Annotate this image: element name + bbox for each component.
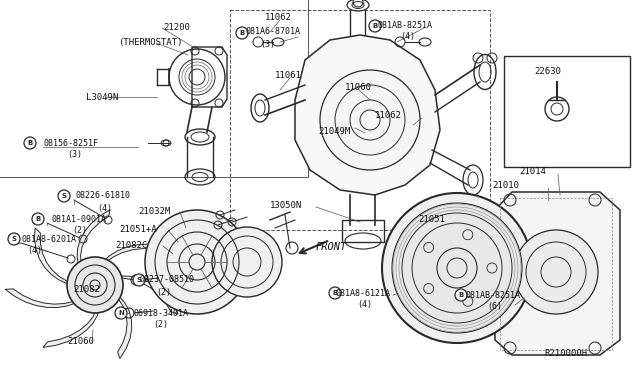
Text: B: B — [35, 216, 40, 222]
Text: 21049M: 21049M — [318, 126, 350, 135]
Text: 22630: 22630 — [534, 67, 561, 77]
Text: R210000H: R210000H — [544, 350, 587, 359]
Text: 11060: 11060 — [345, 83, 372, 93]
Text: (4): (4) — [357, 301, 372, 310]
Circle shape — [115, 307, 127, 319]
Polygon shape — [5, 289, 82, 308]
Text: 08237-08510: 08237-08510 — [139, 276, 194, 285]
Text: (4): (4) — [97, 203, 112, 212]
Text: 21010: 21010 — [492, 182, 519, 190]
Text: (4): (4) — [400, 32, 415, 42]
Polygon shape — [495, 192, 620, 355]
Circle shape — [67, 257, 123, 313]
Text: 21082: 21082 — [73, 285, 100, 295]
Text: 11061: 11061 — [275, 71, 302, 80]
Text: S: S — [61, 193, 67, 199]
Text: B: B — [372, 23, 378, 29]
Text: (3): (3) — [67, 151, 82, 160]
Bar — [500, 198, 612, 350]
Polygon shape — [113, 293, 132, 359]
Circle shape — [514, 230, 598, 314]
Text: 21051: 21051 — [418, 215, 445, 224]
Text: (THERMOSTAT): (THERMOSTAT) — [118, 38, 182, 48]
Text: 11062: 11062 — [375, 110, 402, 119]
Text: 081A1-0901A: 081A1-0901A — [51, 215, 106, 224]
Circle shape — [329, 287, 341, 299]
Text: B: B — [28, 140, 33, 146]
Text: 081A6-8701A: 081A6-8701A — [246, 28, 301, 36]
Text: 081A8-6201A: 081A8-6201A — [22, 234, 77, 244]
Text: (2): (2) — [153, 321, 168, 330]
Circle shape — [392, 203, 522, 333]
Text: 08226-61810: 08226-61810 — [76, 192, 131, 201]
Bar — [230, 10, 490, 230]
Text: 081AB-8251A: 081AB-8251A — [378, 20, 433, 29]
Text: 08156-8251F: 08156-8251F — [44, 138, 99, 148]
Text: (3): (3) — [260, 39, 275, 48]
Polygon shape — [35, 228, 75, 284]
Text: (2): (2) — [72, 227, 87, 235]
Text: 06918-3401A: 06918-3401A — [134, 308, 189, 317]
Circle shape — [32, 213, 44, 225]
Text: 21032M: 21032M — [138, 208, 170, 217]
Text: L3049N: L3049N — [86, 93, 118, 102]
Text: N: N — [118, 310, 124, 316]
Polygon shape — [295, 35, 440, 195]
Circle shape — [24, 137, 36, 149]
Bar — [504, 56, 630, 167]
Circle shape — [236, 27, 248, 39]
Text: (4): (4) — [27, 247, 42, 256]
Polygon shape — [43, 302, 100, 347]
Text: 11062: 11062 — [265, 13, 292, 22]
Bar — [342, 220, 384, 242]
Text: 21082C: 21082C — [115, 241, 147, 250]
Circle shape — [369, 20, 381, 32]
Text: B: B — [458, 292, 463, 298]
Circle shape — [212, 227, 282, 297]
Polygon shape — [113, 276, 178, 314]
Text: 21051+A: 21051+A — [119, 225, 157, 234]
Text: B: B — [332, 290, 338, 296]
Text: 081A8-6121A: 081A8-6121A — [336, 289, 391, 298]
Text: B: B — [239, 30, 244, 36]
Circle shape — [8, 233, 20, 245]
Circle shape — [145, 210, 249, 314]
Text: S: S — [136, 277, 141, 283]
Text: 081AB-8251A: 081AB-8251A — [465, 291, 520, 299]
Text: 21060: 21060 — [67, 337, 94, 346]
Circle shape — [58, 190, 70, 202]
Text: 13050N: 13050N — [270, 201, 302, 209]
Circle shape — [133, 274, 145, 286]
Text: (6): (6) — [487, 302, 502, 311]
Polygon shape — [100, 244, 174, 269]
Text: 21014: 21014 — [519, 167, 546, 176]
Circle shape — [382, 193, 532, 343]
Polygon shape — [77, 209, 110, 271]
Circle shape — [455, 289, 467, 301]
Circle shape — [320, 70, 420, 170]
Text: (2): (2) — [156, 288, 171, 296]
Text: FRONT: FRONT — [316, 242, 348, 252]
Text: S: S — [12, 236, 17, 242]
Text: 21200: 21200 — [163, 23, 190, 32]
